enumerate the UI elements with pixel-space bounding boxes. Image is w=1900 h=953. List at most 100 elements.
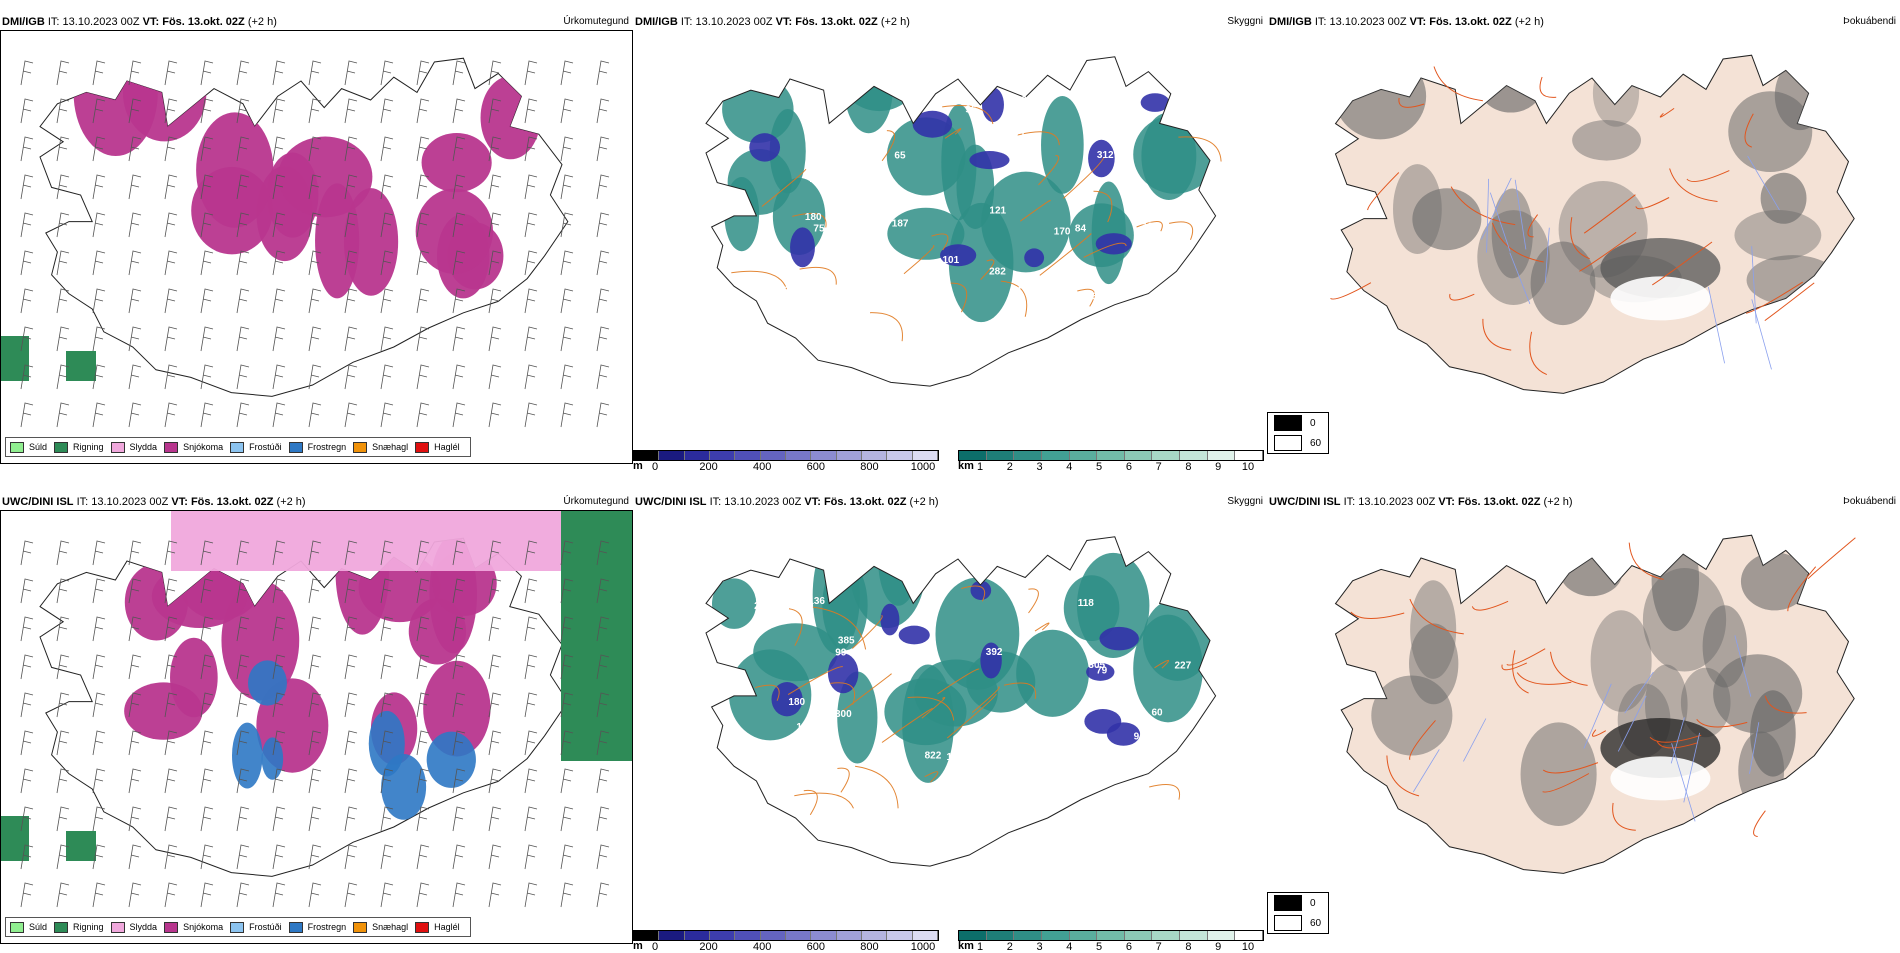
road	[1083, 242, 1127, 258]
it-value: 13.10.2023 00Z	[62, 16, 140, 28]
wind-barb	[56, 250, 70, 276]
scale-swatch	[1014, 931, 1042, 940]
wind-barb	[92, 402, 106, 428]
wind-barb	[524, 768, 538, 794]
wind-barb	[92, 288, 106, 314]
wind-barb	[20, 540, 34, 566]
scale-swatch	[735, 931, 761, 940]
wind-barb	[416, 250, 430, 276]
road	[755, 684, 780, 701]
cloud-map-frame: 822 306 392 202 227 173 136 180 305 385 300 949 168 1…	[633, 510, 1267, 953]
legend-swatch	[10, 441, 24, 453]
wind-barb	[272, 98, 286, 124]
wind-barb	[344, 578, 358, 604]
wind-barb	[92, 364, 106, 390]
wind-barb	[596, 844, 610, 870]
wind-barb	[128, 654, 142, 680]
wind-barb	[560, 402, 574, 428]
wind-barb	[416, 578, 430, 604]
visibility-area	[769, 108, 806, 194]
wind-barb	[308, 98, 322, 124]
visibility-scale: 1 2 3 4 5 6 7 8 9 10 km	[958, 930, 1264, 953]
wind-barb	[128, 730, 142, 756]
wind-barb	[416, 174, 430, 200]
wind-barb	[236, 540, 250, 566]
fog-legend-swatch	[1274, 915, 1302, 931]
wind-barb	[596, 578, 610, 604]
precip-legend: Súld Rigning Slydda Snjókoma Frostúði Frostre…	[5, 917, 471, 937]
cloud-base-area	[1084, 709, 1122, 734]
wind-barb	[560, 364, 574, 390]
wind-barb	[164, 768, 178, 794]
fog-legend: 0 60	[1267, 412, 1329, 454]
scale-swatch	[659, 931, 685, 940]
scale-swatch	[760, 931, 786, 940]
road	[799, 266, 837, 285]
cloud-base-label: 84	[1075, 224, 1087, 235]
wind-barb	[308, 844, 322, 870]
wind-barb	[128, 402, 142, 428]
road	[924, 771, 939, 783]
snow-area	[408, 598, 467, 665]
freezing-rain-area	[426, 731, 476, 788]
precip-map-frame: Súld Rigning Slydda Snjókoma Frostúði Frostre…	[0, 30, 633, 464]
cloud-base-label: 383	[1138, 261, 1155, 272]
wind-barb	[164, 326, 178, 352]
wind-barb	[452, 692, 466, 718]
wind-barb	[56, 654, 70, 680]
cloud-base-label: 63	[817, 290, 829, 301]
scale-swatch	[1207, 451, 1236, 460]
wind-barb	[560, 540, 574, 566]
legend-swatch	[10, 921, 24, 933]
legend-label: Haglél	[434, 922, 460, 932]
wind-barb	[596, 402, 610, 428]
scale-tick-label: 1000	[910, 941, 936, 953]
wind-barb	[524, 540, 538, 566]
wind-barb	[20, 768, 34, 794]
cloud-base-area	[1095, 233, 1132, 255]
road	[937, 668, 980, 695]
cloudbase-panel-bottom: UWC/DINI ISL IT: 13.10.2023 00Z VT: Fös.…	[633, 494, 1267, 953]
scale-swatch	[785, 931, 812, 940]
wind-barb	[488, 540, 502, 566]
scale-swatch	[861, 931, 888, 940]
wind-barb	[596, 174, 610, 200]
road	[1028, 588, 1039, 614]
road	[1579, 231, 1637, 272]
cloud-base-label: 102	[1142, 222, 1159, 233]
road	[794, 792, 854, 809]
wind-barb	[380, 882, 394, 908]
wind-barb	[308, 540, 322, 566]
wind-barb	[92, 60, 106, 86]
scale-tick-label: 600	[806, 941, 825, 953]
fog-map	[1330, 54, 1855, 394]
wind-barb	[416, 654, 430, 680]
wind-barb	[380, 326, 394, 352]
legend-swatch	[288, 441, 303, 453]
wind-barb	[236, 882, 250, 908]
road	[921, 697, 946, 719]
wind-barb	[200, 60, 214, 86]
wind-barb	[272, 730, 286, 756]
wind-barb	[416, 364, 430, 390]
panel-title: Skyggni	[1227, 496, 1263, 507]
scale-swatch	[1235, 931, 1264, 940]
cloud-base-label: 392	[986, 647, 1003, 658]
wind-barb	[164, 212, 178, 238]
wind-barb	[524, 174, 538, 200]
cloud-base-area	[1088, 139, 1115, 178]
wind-barb	[272, 616, 286, 642]
road	[1149, 784, 1181, 800]
wind-barb	[452, 730, 466, 756]
legend-swatch	[54, 441, 69, 453]
wind-barb	[596, 806, 610, 832]
wind-barb	[236, 402, 250, 428]
scale-tick-label: 600	[806, 461, 825, 473]
cloud-base-label: 180	[788, 697, 805, 708]
wind-barb	[164, 540, 178, 566]
wind-barb	[164, 882, 178, 908]
fog-map	[1334, 534, 1856, 874]
legend-swatch	[230, 921, 245, 933]
wind-barb	[164, 806, 178, 832]
wind-barb	[452, 768, 466, 794]
